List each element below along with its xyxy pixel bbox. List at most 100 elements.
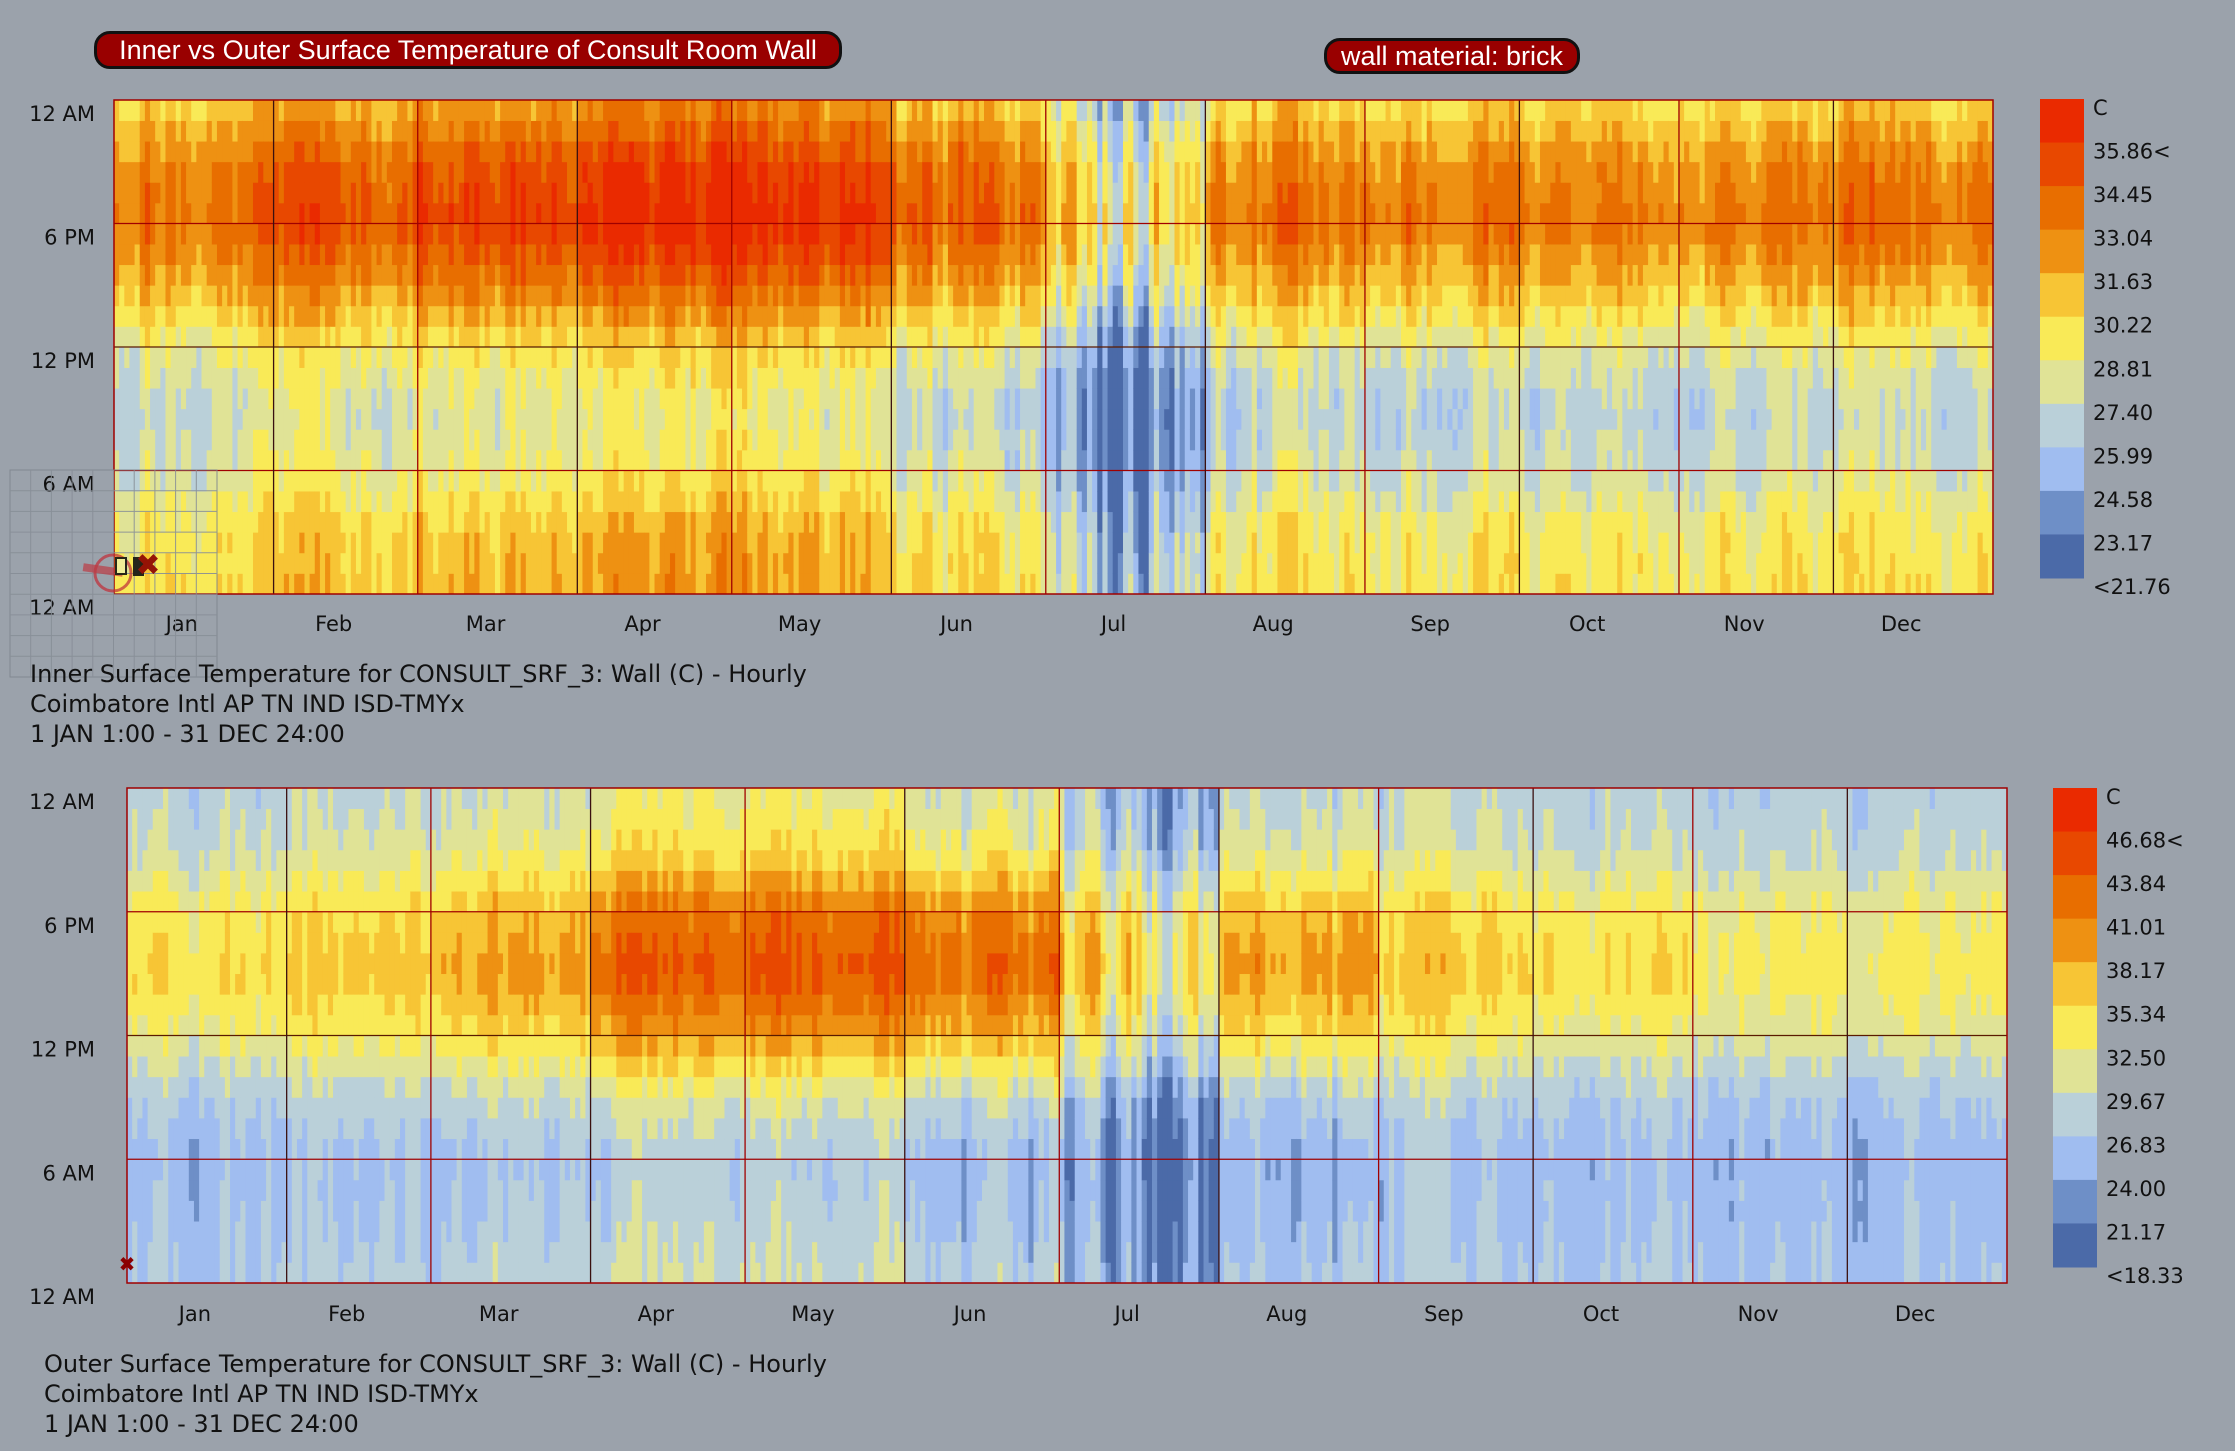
heatmap-cell [927,552,934,574]
heatmap-cell [283,552,290,574]
heatmap-cell [911,347,918,368]
heatmap-cell [1143,470,1150,492]
heatmap-cell [175,491,182,513]
heatmap-cell [448,182,455,204]
heatmap-cell [474,408,481,430]
heatmap-cell [597,223,604,245]
heatmap-cell [680,388,687,410]
heatmap-cell [1076,449,1083,471]
heatmap-cell [1117,202,1124,224]
heatmap-cell [520,429,527,451]
heatmap-cell [618,100,625,121]
heatmap-cell [1050,449,1057,471]
heatmap-cell [1174,408,1181,430]
heatmap-cell [515,511,522,533]
heatmap-cell [659,573,666,595]
heatmap-cell [881,100,887,121]
heatmap-cell [247,491,254,513]
heatmap-cell [865,470,872,492]
heatmap-cell [1117,141,1124,163]
heatmap-cell [1025,347,1031,368]
heatmap-cell [886,244,892,266]
heatmap-cell [541,388,548,410]
heatmap-cell [283,264,290,286]
heatmap-cell [232,429,239,451]
heatmap-cell [633,120,640,142]
heatmap-cell [973,347,980,368]
heatmap-cell [134,182,141,204]
heatmap-cell [139,244,146,266]
heatmap-cell [114,449,120,471]
heatmap-cell [592,532,599,554]
heatmap-cell [1086,264,1093,286]
heatmap-cell [855,573,862,595]
heatmap-cell [973,573,980,595]
heatmap-cell [994,573,1001,595]
heatmap-cell [335,223,342,245]
heatmap-cell [1107,223,1114,245]
heatmap-cell [917,429,923,451]
heatmap-cell [134,511,141,533]
heatmap-cell [757,367,764,389]
heatmap-cell [675,326,681,348]
heatmap-cell [1143,141,1150,163]
heatmap-cell [150,347,156,368]
heatmap-cell [479,285,486,307]
heatmap-cell [623,347,630,368]
heatmap-cell [845,408,851,430]
heatmap-cell [134,285,141,307]
heatmap-cell [1174,511,1181,533]
heatmap-cell [371,100,378,121]
heatmap-cell [922,347,928,368]
heatmap-cell [216,532,223,554]
heatmap-cell [433,120,439,142]
heatmap-cell [278,367,285,389]
heatmap-cell [304,408,311,430]
heatmap-cell [608,532,614,554]
heatmap-cell [129,532,136,554]
heatmap-cell [1138,449,1145,471]
heatmap-cell [428,429,434,451]
heatmap-cell [433,388,439,410]
heatmap-cell [335,100,342,121]
heatmap-cell [443,202,450,224]
heatmap-cell [654,573,661,595]
heatmap-cell [1004,573,1011,595]
heatmap-cell [278,141,285,163]
heatmap-cell [525,161,532,183]
heatmap-cell [505,326,511,348]
heatmap-cell [664,161,671,183]
heatmap-cell [736,120,743,142]
heatmap-cell [927,491,934,513]
heatmap-cell [901,408,908,430]
heatmap-cell [428,223,434,245]
heatmap-cell [845,326,851,348]
heatmap-cell [175,244,182,266]
heatmap-cell [783,120,789,142]
heatmap-cell [1092,305,1098,327]
heatmap-cell [525,305,532,327]
heatmap-cell [376,367,383,389]
heatmap-cell [314,388,321,410]
heatmap-cell [906,244,913,266]
heatmap-cell [1014,161,1021,183]
heatmap-cell [958,347,965,368]
heatmap-cell [567,470,573,492]
heatmap-cell [186,161,192,183]
heatmap-cell [772,141,779,163]
heatmap-cell [258,223,264,245]
heatmap-cell [891,470,898,492]
heatmap-cell [407,491,414,513]
heatmap-cell [170,100,177,121]
heatmap-cell [556,244,563,266]
heatmap-cell [335,449,342,471]
heatmap-cell [1112,161,1119,183]
heatmap-cell [386,326,393,348]
heatmap-cell [664,408,671,430]
heatmap-cell [870,449,877,471]
heatmap-cell [572,264,578,286]
heatmap-cell [1014,202,1021,224]
heatmap-cell [963,388,970,410]
heatmap-cell [165,552,172,574]
heatmap-cell [1014,388,1021,410]
